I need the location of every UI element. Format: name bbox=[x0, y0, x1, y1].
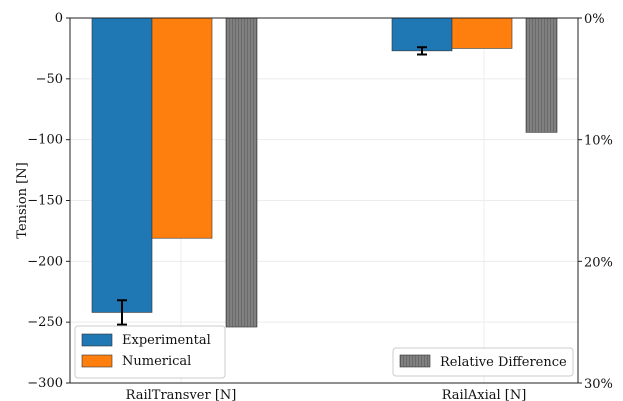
legend-swatch-numerical bbox=[81, 354, 113, 368]
y2-tick-label: 20% bbox=[584, 255, 613, 270]
legend-label-experimental: Experimental bbox=[122, 333, 211, 348]
bars bbox=[91, 17, 558, 328]
bar-experimental bbox=[391, 17, 453, 52]
legend-right: Relative Difference bbox=[392, 347, 574, 377]
y-tick-label: −50 bbox=[36, 72, 63, 87]
bar-numerical bbox=[451, 17, 513, 49]
y-tick-label: 0 bbox=[55, 11, 63, 26]
legend-label-numerical: Numerical bbox=[122, 354, 191, 369]
y-axis-label: Tension [N] bbox=[15, 162, 30, 238]
axes bbox=[66, 17, 582, 384]
x-category-label: RailTransver [N] bbox=[126, 388, 237, 401]
y2-tick-label: 10% bbox=[584, 134, 613, 149]
legends: Experimental Numerical Relative Difference bbox=[74, 325, 574, 379]
y-tick-label: −250 bbox=[27, 315, 63, 330]
bar-relative-difference bbox=[225, 17, 258, 328]
y-tick-label: −150 bbox=[27, 194, 63, 209]
axis-labels: 0 −50 −100 −150 −200 −250 −300 0% 10% 20% 30% RailT… bbox=[15, 11, 613, 401]
y-tick-label: −200 bbox=[27, 254, 63, 269]
legend-box bbox=[74, 325, 226, 379]
legend-label-relative-difference: Relative Difference bbox=[440, 355, 567, 370]
bar-numerical bbox=[151, 17, 213, 239]
legend-swatch-relative-difference bbox=[399, 354, 431, 368]
bar-relative-difference bbox=[525, 17, 558, 133]
plot-frame bbox=[69, 17, 579, 384]
legend-swatch-experimental bbox=[81, 333, 113, 347]
y-tick-label: −300 bbox=[27, 376, 63, 391]
y-tick-label: −100 bbox=[27, 133, 63, 148]
legend-left: Experimental Numerical bbox=[74, 325, 226, 379]
x-category-label: RailAxial [N] bbox=[442, 388, 527, 401]
y2-tick-label: 30% bbox=[584, 377, 613, 392]
legend-box bbox=[392, 347, 574, 377]
y2-tick-label: 0% bbox=[584, 12, 605, 27]
bar-experimental bbox=[91, 17, 153, 313]
